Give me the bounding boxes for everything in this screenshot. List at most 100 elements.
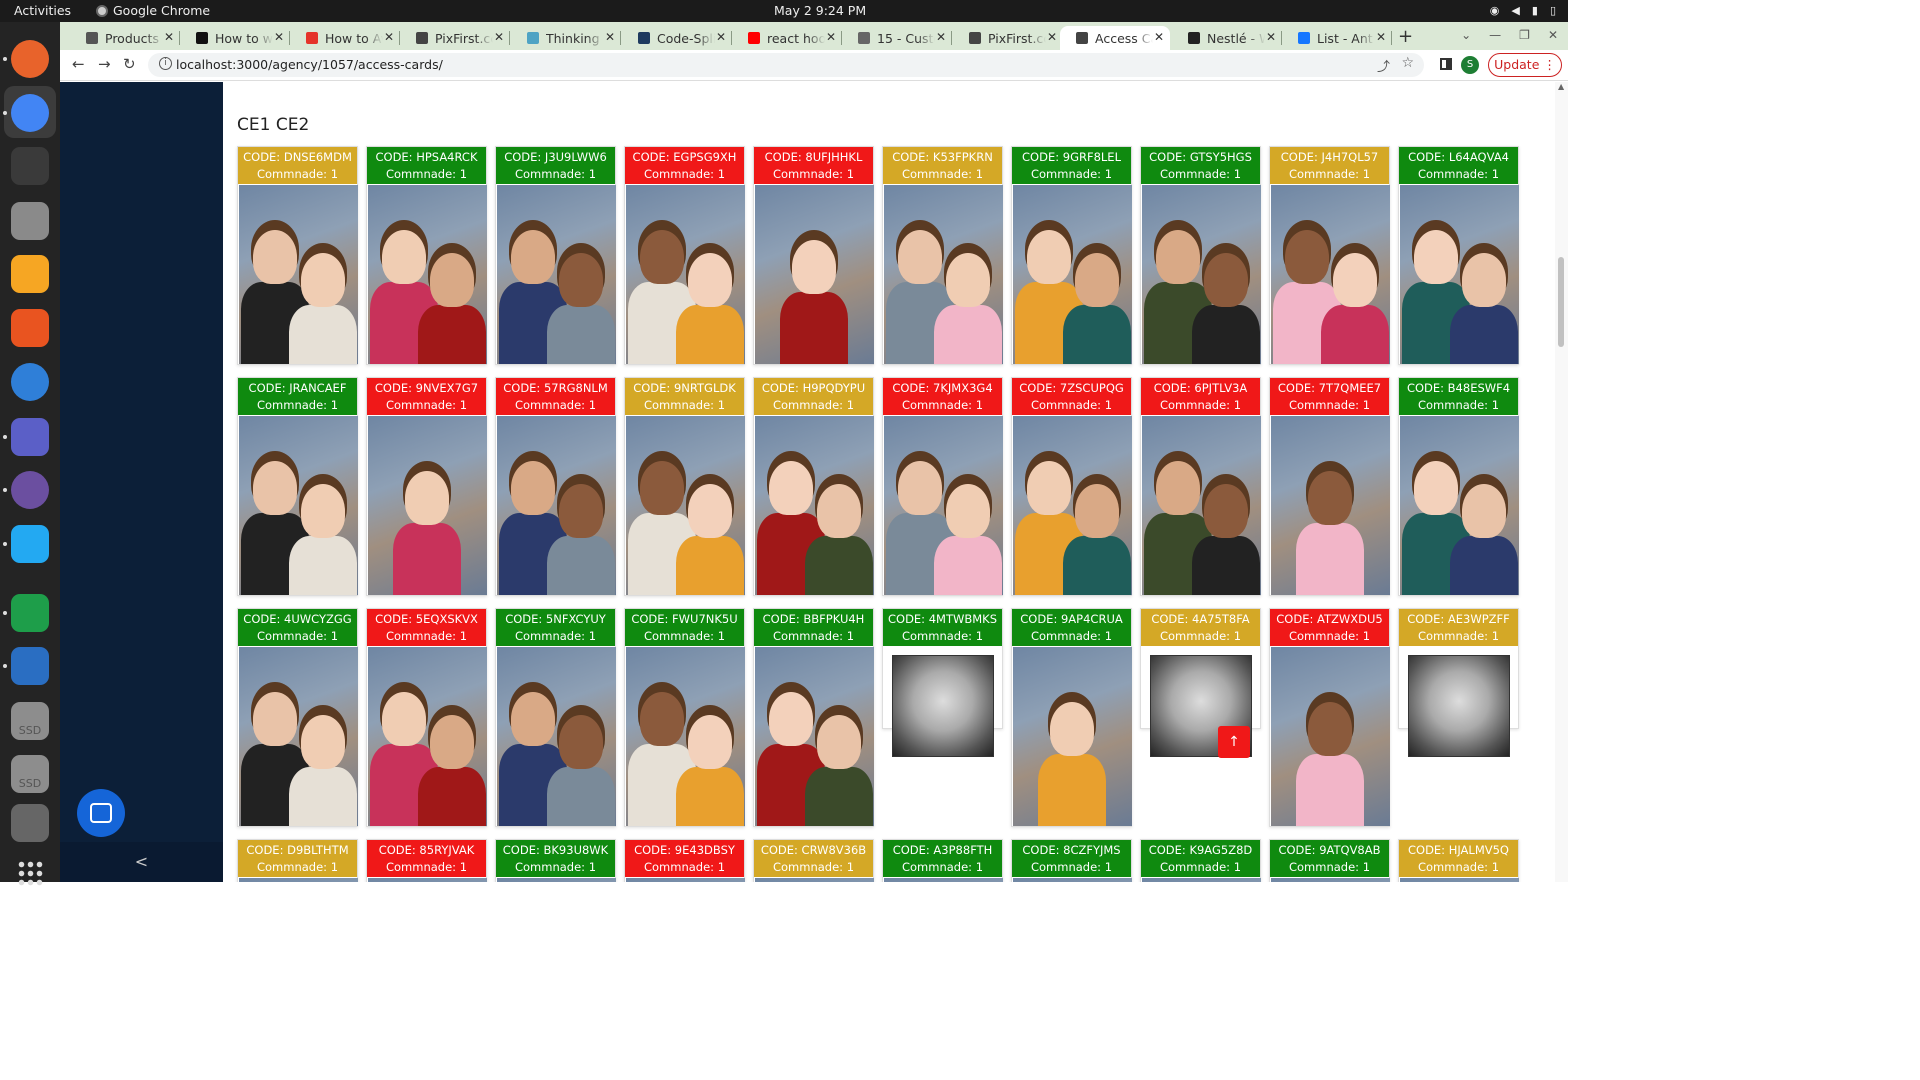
tab-close-icon[interactable]: ✕ bbox=[715, 30, 726, 44]
new-tab-button[interactable]: + bbox=[1398, 26, 1414, 47]
access-card[interactable]: CODE: 7ZSCUPQG Commnade: 1 bbox=[1011, 377, 1132, 596]
tab-close-icon[interactable]: ✕ bbox=[1046, 30, 1057, 44]
access-card[interactable]: CODE: A3P88FTH Commnade: 1 bbox=[882, 839, 1003, 882]
minimize-icon[interactable]: — bbox=[1489, 28, 1502, 42]
access-card[interactable]: CODE: JRANCAEF Commnade: 1 bbox=[237, 377, 358, 596]
access-card[interactable]: CODE: 4A75T8FA Commnade: 1 bbox=[1140, 608, 1261, 757]
browser-tab[interactable]: 15 - Custo ✕ bbox=[842, 26, 952, 50]
access-card[interactable]: CODE: 9AP4CRUA Commnade: 1 bbox=[1011, 608, 1132, 827]
spreadsheet-icon[interactable] bbox=[11, 594, 49, 632]
access-card[interactable]: CODE: EGPSG9XH Commnade: 1 bbox=[624, 146, 745, 365]
chrome-icon[interactable] bbox=[11, 94, 49, 132]
teams-icon[interactable] bbox=[11, 418, 49, 456]
access-card[interactable]: CODE: K53FPKRN Commnade: 1 bbox=[882, 146, 1003, 365]
scroll-to-top-button[interactable]: ↑ bbox=[1218, 726, 1250, 758]
show-apps-icon[interactable] bbox=[17, 860, 43, 886]
access-card[interactable]: CODE: L64AQVA4 Commnade: 1 bbox=[1398, 146, 1519, 365]
access-card[interactable]: CODE: HJALMV5Q Commnade: 1 bbox=[1398, 839, 1519, 882]
close-window-icon[interactable]: ✕ bbox=[1547, 28, 1558, 42]
access-card[interactable]: CODE: 4UWCYZGG Commnade: 1 bbox=[237, 608, 358, 827]
access-card[interactable]: CODE: J3U9LWW6 Commnade: 1 bbox=[495, 146, 616, 365]
access-card[interactable]: CODE: J4H7QL57 Commnade: 1 bbox=[1269, 146, 1390, 365]
access-card[interactable]: CODE: 5EQXSKVX Commnade: 1 bbox=[366, 608, 487, 827]
access-card[interactable]: CODE: AE3WPZFF Commnade: 1 bbox=[1398, 608, 1519, 757]
access-card[interactable]: CODE: 7KJMX3G4 Commnade: 1 bbox=[882, 377, 1003, 596]
tab-close-icon[interactable]: ✕ bbox=[604, 30, 615, 44]
app-menu[interactable]: Google Chrome bbox=[96, 3, 210, 18]
access-card[interactable]: CODE: GTSY5HGS Commnade: 1 bbox=[1140, 146, 1261, 365]
browser-tab[interactable]: How to w ✕ bbox=[180, 26, 290, 50]
share-icon[interactable]: ⤴ bbox=[1376, 60, 1390, 75]
reload-icon[interactable]: ↻ bbox=[123, 55, 136, 73]
tab-close-icon[interactable]: ✕ bbox=[935, 30, 946, 44]
scrollbar-thumb[interactable] bbox=[1558, 257, 1564, 347]
access-card[interactable]: CODE: CRW8V36B Commnade: 1 bbox=[753, 839, 874, 882]
app-center-icon[interactable] bbox=[11, 309, 49, 347]
browser-tab[interactable]: Thinking in✕ bbox=[511, 26, 621, 50]
access-card[interactable]: CODE: 9NRTGLDK Commnade: 1 bbox=[624, 377, 745, 596]
tab-close-icon[interactable]: ✕ bbox=[825, 30, 836, 44]
system-tray[interactable]: ◉ ◀ ▮ ▯ bbox=[1490, 4, 1556, 17]
update-button[interactable]: Update ⋮ bbox=[1488, 53, 1562, 77]
vscode-icon[interactable] bbox=[11, 525, 49, 563]
access-card[interactable]: CODE: FWU7NK5U Commnade: 1 bbox=[624, 608, 745, 827]
ssd-drive-icon[interactable]: SSD bbox=[11, 702, 49, 740]
browser-tab[interactable]: react hook✕ bbox=[732, 26, 842, 50]
scroll-up-arrow-icon[interactable]: ▲ bbox=[1558, 82, 1565, 91]
access-card[interactable]: CODE: 9ATQV8AB Commnade: 1 bbox=[1269, 839, 1390, 882]
tab-close-icon[interactable]: ✕ bbox=[493, 30, 504, 44]
access-card[interactable]: CODE: 8UFJHHKL Commnade: 1 bbox=[753, 146, 874, 365]
calculator-icon[interactable] bbox=[11, 255, 49, 293]
site-info-icon[interactable]: i bbox=[159, 57, 172, 70]
firefox-icon[interactable] bbox=[11, 40, 49, 78]
access-card[interactable]: CODE: K9AG5Z8D Commnade: 1 bbox=[1140, 839, 1261, 882]
browser-tab[interactable]: Code-Split ✕ bbox=[622, 26, 732, 50]
collapse-sidebar-button[interactable]: < bbox=[60, 842, 223, 882]
writer-icon[interactable] bbox=[11, 647, 49, 685]
browser-tab[interactable]: Products ✕ bbox=[70, 26, 180, 50]
disk-icon[interactable] bbox=[11, 804, 49, 842]
tab-close-icon[interactable]: ✕ bbox=[1153, 30, 1164, 44]
access-card[interactable]: CODE: 4MTWBMKS Commnade: 1 bbox=[882, 608, 1003, 757]
access-card[interactable]: CODE: D9BLTHTM Commnade: 1 bbox=[237, 839, 358, 882]
tab-close-icon[interactable]: ✕ bbox=[163, 30, 174, 44]
access-card[interactable]: CODE: HPSA4RCK Commnade: 1 bbox=[366, 146, 487, 365]
url-text[interactable]: localhost:3000/agency/1057/access-cards/ bbox=[176, 57, 443, 72]
access-card[interactable]: CODE: 57RG8NLM Commnade: 1 bbox=[495, 377, 616, 596]
browser-tab[interactable]: Nestlé - W ✕ bbox=[1172, 26, 1282, 50]
access-card[interactable]: CODE: 7T7QMEE7 Commnade: 1 bbox=[1269, 377, 1390, 596]
github-icon[interactable] bbox=[11, 471, 49, 509]
access-card[interactable]: CODE: 9E43DBSY Commnade: 1 bbox=[624, 839, 745, 882]
bookmark-star-icon[interactable]: ☆ bbox=[1401, 55, 1414, 71]
access-card[interactable]: CODE: 85RYJVAK Commnade: 1 bbox=[366, 839, 487, 882]
page-scrollbar[interactable]: ▲ bbox=[1555, 82, 1568, 882]
tab-close-icon[interactable]: ✕ bbox=[273, 30, 284, 44]
access-card[interactable]: CODE: 8CZFYJMS Commnade: 1 bbox=[1011, 839, 1132, 882]
chat-button[interactable] bbox=[77, 789, 125, 837]
browser-tab[interactable]: How to Av ✕ bbox=[290, 26, 400, 50]
tab-close-icon[interactable]: ✕ bbox=[383, 30, 394, 44]
access-card[interactable]: CODE: 6PJTLV3A Commnade: 1 bbox=[1140, 377, 1261, 596]
clock[interactable]: May 2 9:24 PM bbox=[774, 3, 867, 18]
access-card[interactable]: CODE: 9GRF8LEL Commnade: 1 bbox=[1011, 146, 1132, 365]
access-card[interactable]: CODE: BK93U8WK Commnade: 1 bbox=[495, 839, 616, 882]
access-card[interactable]: CODE: H9PQDYPU Commnade: 1 bbox=[753, 377, 874, 596]
access-card[interactable]: CODE: BBFPKU4H Commnade: 1 bbox=[753, 608, 874, 827]
browser-tab[interactable]: PixFirst.cc ✕ bbox=[953, 26, 1063, 50]
tab-search-icon[interactable]: ⌄ bbox=[1461, 28, 1472, 42]
access-card[interactable]: CODE: 9NVEX7G7 Commnade: 1 bbox=[366, 377, 487, 596]
forward-icon[interactable]: → bbox=[98, 55, 111, 73]
tab-close-icon[interactable]: ✕ bbox=[1265, 30, 1276, 44]
tab-close-icon[interactable]: ✕ bbox=[1375, 30, 1386, 44]
terminal-icon[interactable] bbox=[11, 147, 49, 185]
access-card[interactable]: CODE: 5NFXCYUY Commnade: 1 bbox=[495, 608, 616, 827]
ssd-drive-icon[interactable]: SSD bbox=[11, 755, 49, 793]
activities-button[interactable]: Activities bbox=[14, 3, 72, 18]
access-card[interactable]: CODE: B48ESWF4 Commnade: 1 bbox=[1398, 377, 1519, 596]
help-icon[interactable] bbox=[11, 363, 49, 401]
address-bar[interactable]: i localhost:3000/agency/1057/access-card… bbox=[148, 53, 1424, 77]
browser-tab[interactable]: List - Ant D✕ bbox=[1282, 26, 1392, 50]
maximize-icon[interactable]: ❐ bbox=[1519, 28, 1530, 42]
files-icon[interactable] bbox=[11, 202, 49, 240]
profile-avatar[interactable]: S bbox=[1461, 56, 1479, 74]
